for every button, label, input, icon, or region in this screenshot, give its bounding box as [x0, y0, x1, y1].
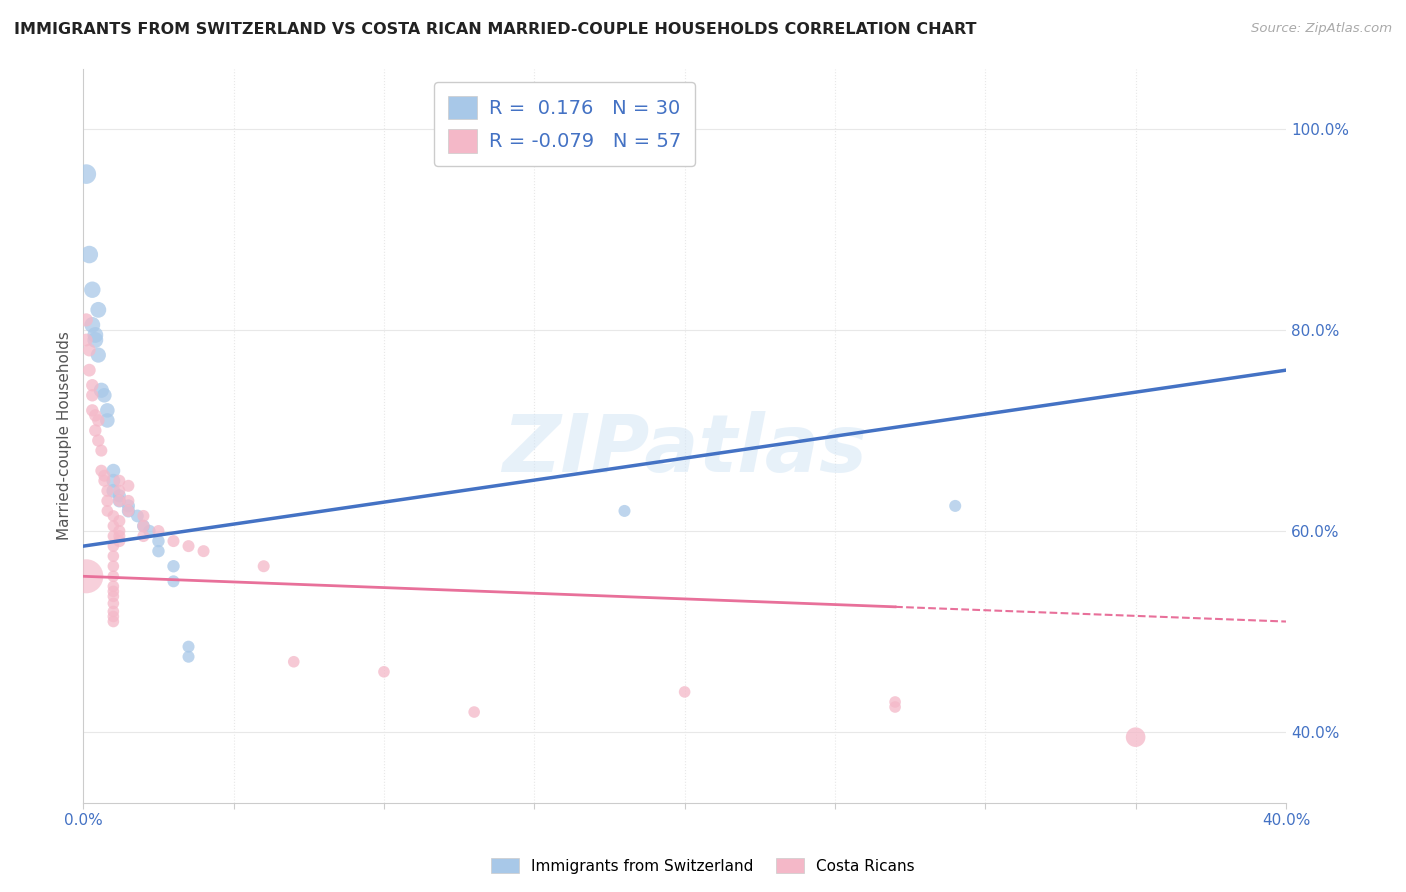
Point: [84, 424, 107, 438]
Point: [103, 559, 125, 574]
Point: [87, 413, 110, 427]
Point: [93, 468, 115, 483]
Point: [103, 519, 125, 533]
Point: [82, 388, 104, 402]
Point: [613, 504, 636, 518]
Point: [79, 247, 101, 261]
Y-axis label: Married-couple Households: Married-couple Households: [58, 331, 72, 540]
Point: [103, 584, 125, 599]
Point: [108, 494, 131, 508]
Point: [162, 559, 184, 574]
Point: [177, 539, 200, 553]
Point: [108, 489, 131, 503]
Point: [96, 504, 118, 518]
Point: [103, 590, 125, 604]
Point: [103, 464, 125, 478]
Point: [75, 313, 97, 327]
Legend: R =  0.176   N = 30, R = -0.079   N = 57: R = 0.176 N = 30, R = -0.079 N = 57: [434, 82, 695, 166]
Point: [103, 605, 125, 619]
Point: [108, 534, 131, 549]
Point: [87, 348, 110, 362]
Point: [463, 705, 485, 719]
Point: [103, 474, 125, 488]
Point: [148, 524, 170, 538]
Point: [177, 640, 200, 654]
Point: [96, 403, 118, 417]
Point: [132, 519, 155, 533]
Point: [177, 649, 200, 664]
Point: [132, 529, 155, 543]
Point: [79, 363, 101, 377]
Point: [87, 434, 110, 448]
Point: [96, 494, 118, 508]
Point: [117, 494, 139, 508]
Point: [90, 464, 112, 478]
Legend: Immigrants from Switzerland, Costa Ricans: Immigrants from Switzerland, Costa Rican…: [485, 852, 921, 880]
Point: [108, 494, 131, 508]
Point: [103, 508, 125, 523]
Point: [1125, 730, 1147, 744]
Point: [84, 409, 107, 423]
Point: [132, 508, 155, 523]
Point: [82, 283, 104, 297]
Point: [96, 413, 118, 427]
Point: [96, 483, 118, 498]
Point: [93, 474, 115, 488]
Point: [162, 574, 184, 589]
Point: [103, 549, 125, 564]
Point: [132, 519, 155, 533]
Point: [884, 695, 907, 709]
Point: [93, 388, 115, 402]
Point: [84, 328, 107, 343]
Point: [148, 544, 170, 558]
Point: [103, 609, 125, 624]
Point: [283, 655, 305, 669]
Point: [103, 569, 125, 583]
Point: [127, 508, 149, 523]
Point: [117, 504, 139, 518]
Point: [108, 529, 131, 543]
Point: [90, 443, 112, 458]
Point: [138, 524, 160, 538]
Point: [108, 524, 131, 538]
Text: Source: ZipAtlas.com: Source: ZipAtlas.com: [1251, 22, 1392, 36]
Point: [75, 333, 97, 347]
Point: [75, 167, 97, 181]
Point: [373, 665, 395, 679]
Point: [79, 343, 101, 357]
Point: [103, 579, 125, 593]
Point: [108, 514, 131, 528]
Point: [193, 544, 215, 558]
Point: [148, 534, 170, 549]
Point: [117, 504, 139, 518]
Point: [943, 499, 966, 513]
Point: [103, 596, 125, 610]
Point: [884, 700, 907, 714]
Text: IMMIGRANTS FROM SWITZERLAND VS COSTA RICAN MARRIED-COUPLE HOUSEHOLDS CORRELATION: IMMIGRANTS FROM SWITZERLAND VS COSTA RIC…: [14, 22, 977, 37]
Point: [82, 318, 104, 332]
Text: ZIPatlas: ZIPatlas: [502, 411, 868, 489]
Point: [103, 539, 125, 553]
Point: [253, 559, 276, 574]
Point: [82, 378, 104, 392]
Point: [84, 333, 107, 347]
Point: [162, 534, 184, 549]
Point: [82, 403, 104, 417]
Point: [103, 483, 125, 498]
Point: [117, 479, 139, 493]
Point: [117, 499, 139, 513]
Point: [103, 529, 125, 543]
Point: [87, 302, 110, 317]
Point: [103, 615, 125, 629]
Point: [90, 384, 112, 398]
Point: [75, 569, 97, 583]
Point: [673, 685, 696, 699]
Point: [108, 483, 131, 498]
Point: [108, 474, 131, 488]
